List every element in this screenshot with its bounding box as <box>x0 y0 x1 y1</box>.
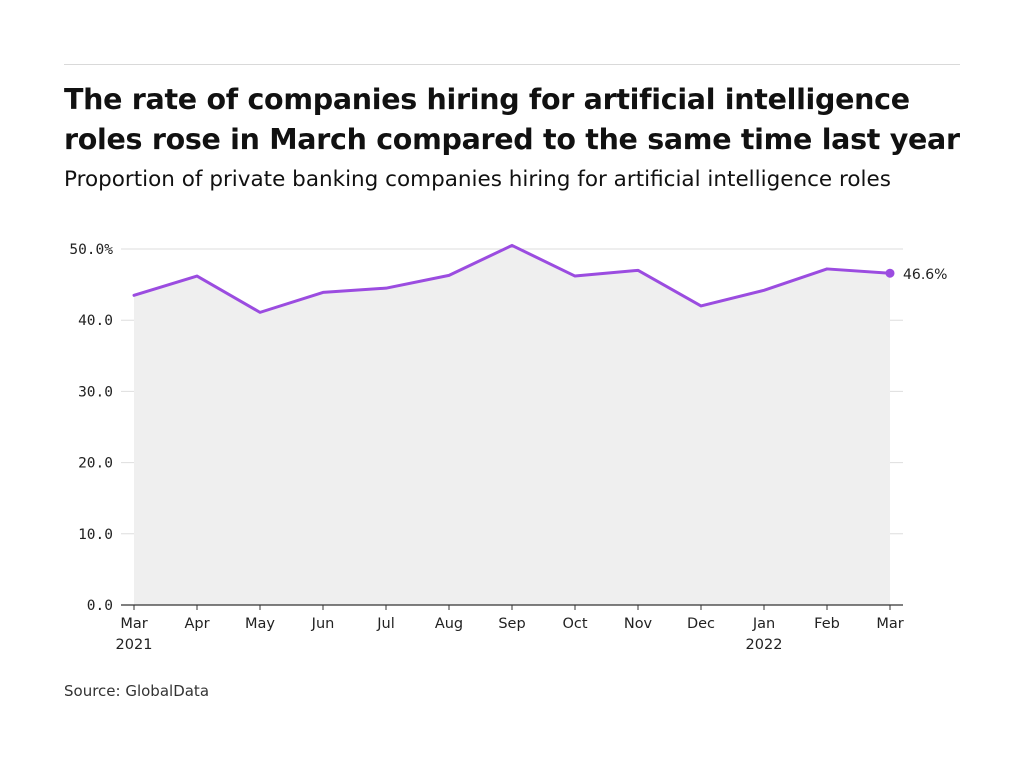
y-tick-label: 0.0 <box>87 598 113 614</box>
top-rule <box>64 64 960 65</box>
y-tick-label: 50.0% <box>69 242 113 258</box>
end-point-marker <box>885 268 895 278</box>
x-tick-label: Sep <box>498 616 525 632</box>
x-tick-label: Feb <box>814 616 840 632</box>
end-annotation: 46.6% <box>885 267 947 283</box>
chart-subtitle: Proportion of private banking companies … <box>64 167 891 192</box>
x-tick-label: Jun <box>311 616 335 632</box>
x-tick-year-label: 2022 <box>746 637 783 653</box>
x-tick-year-label: 2021 <box>116 637 153 653</box>
x-tick-label: May <box>245 616 275 632</box>
y-tick-label: 20.0 <box>78 456 113 472</box>
x-tick-label: Dec <box>687 616 715 632</box>
x-tick-label: Jan <box>752 616 775 632</box>
series-line <box>132 243 892 314</box>
y-tick-label: 10.0 <box>78 527 113 543</box>
x-tick-label: Oct <box>562 616 587 632</box>
y-tick-label: 40.0 <box>78 313 113 329</box>
x-tick-label: Mar <box>876 616 903 632</box>
end-value-label: 46.6% <box>903 267 947 283</box>
x-tick-label: Nov <box>624 616 653 632</box>
y-tick-label: 30.0 <box>78 384 113 400</box>
axis-labels: 50.0% 40.0 30.0 20.0 10.0 0.0 Mar 2021 Apr May Jun… <box>69 242 903 653</box>
x-tick-label: Apr <box>184 616 209 632</box>
chart-title: The rate of companies hiring for artific… <box>64 83 960 156</box>
axes <box>121 604 903 610</box>
area-fill <box>134 245 890 605</box>
x-tick-label: Jul <box>376 616 395 632</box>
x-tick-label: Aug <box>435 616 463 632</box>
x-tick-label: Mar <box>120 616 147 632</box>
source-note: Source: GlobalData <box>64 682 210 700</box>
